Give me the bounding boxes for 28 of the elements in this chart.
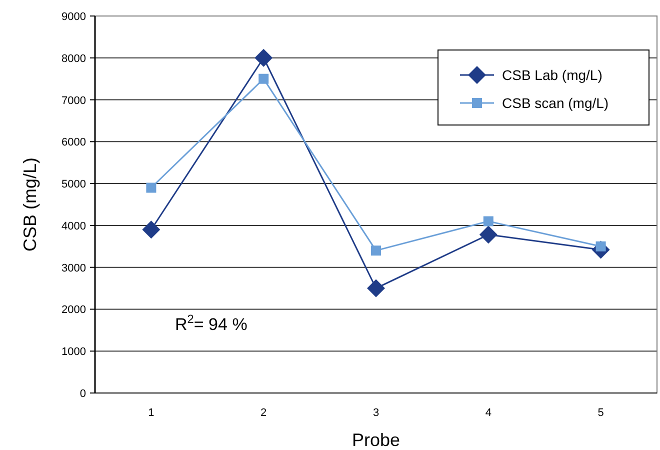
y-tick-label: 1000: [62, 346, 86, 358]
legend-label: CSB scan (mg/L): [502, 95, 609, 111]
x-tick-label: 4: [485, 407, 492, 419]
point: [254, 48, 273, 67]
y-tick-label: 9000: [62, 11, 86, 23]
annotation: R$^{2}$= 94 %: [175, 312, 248, 334]
point: [371, 246, 381, 256]
point: [483, 216, 494, 226]
y-tick-label: 0: [80, 388, 86, 400]
point: [479, 226, 498, 244]
y-tick-label: 6000: [62, 136, 86, 149]
y-tick-label: 7000: [62, 94, 86, 107]
x-tick-label: 2: [260, 407, 267, 419]
y-tick-label: 4000: [62, 220, 86, 232]
x-tick-label: 1: [148, 407, 154, 419]
y-tick-label: 3000: [62, 262, 86, 274]
point: [146, 182, 156, 193]
point: [258, 74, 269, 84]
y-tick-label: 2000: [62, 304, 86, 316]
x-axis-title: Probe: [352, 430, 400, 450]
legend-label: CSB Lab (mg/L): [502, 67, 602, 83]
x-tick-label: 3: [372, 407, 380, 419]
point: [142, 220, 160, 239]
x-tick-label: 5: [598, 407, 604, 419]
y-tick-label: 8000: [62, 52, 86, 65]
y-axis-title: CSB (mg/L): [20, 157, 40, 252]
y-tick-label: 5000: [62, 178, 86, 191]
point: [367, 279, 385, 298]
